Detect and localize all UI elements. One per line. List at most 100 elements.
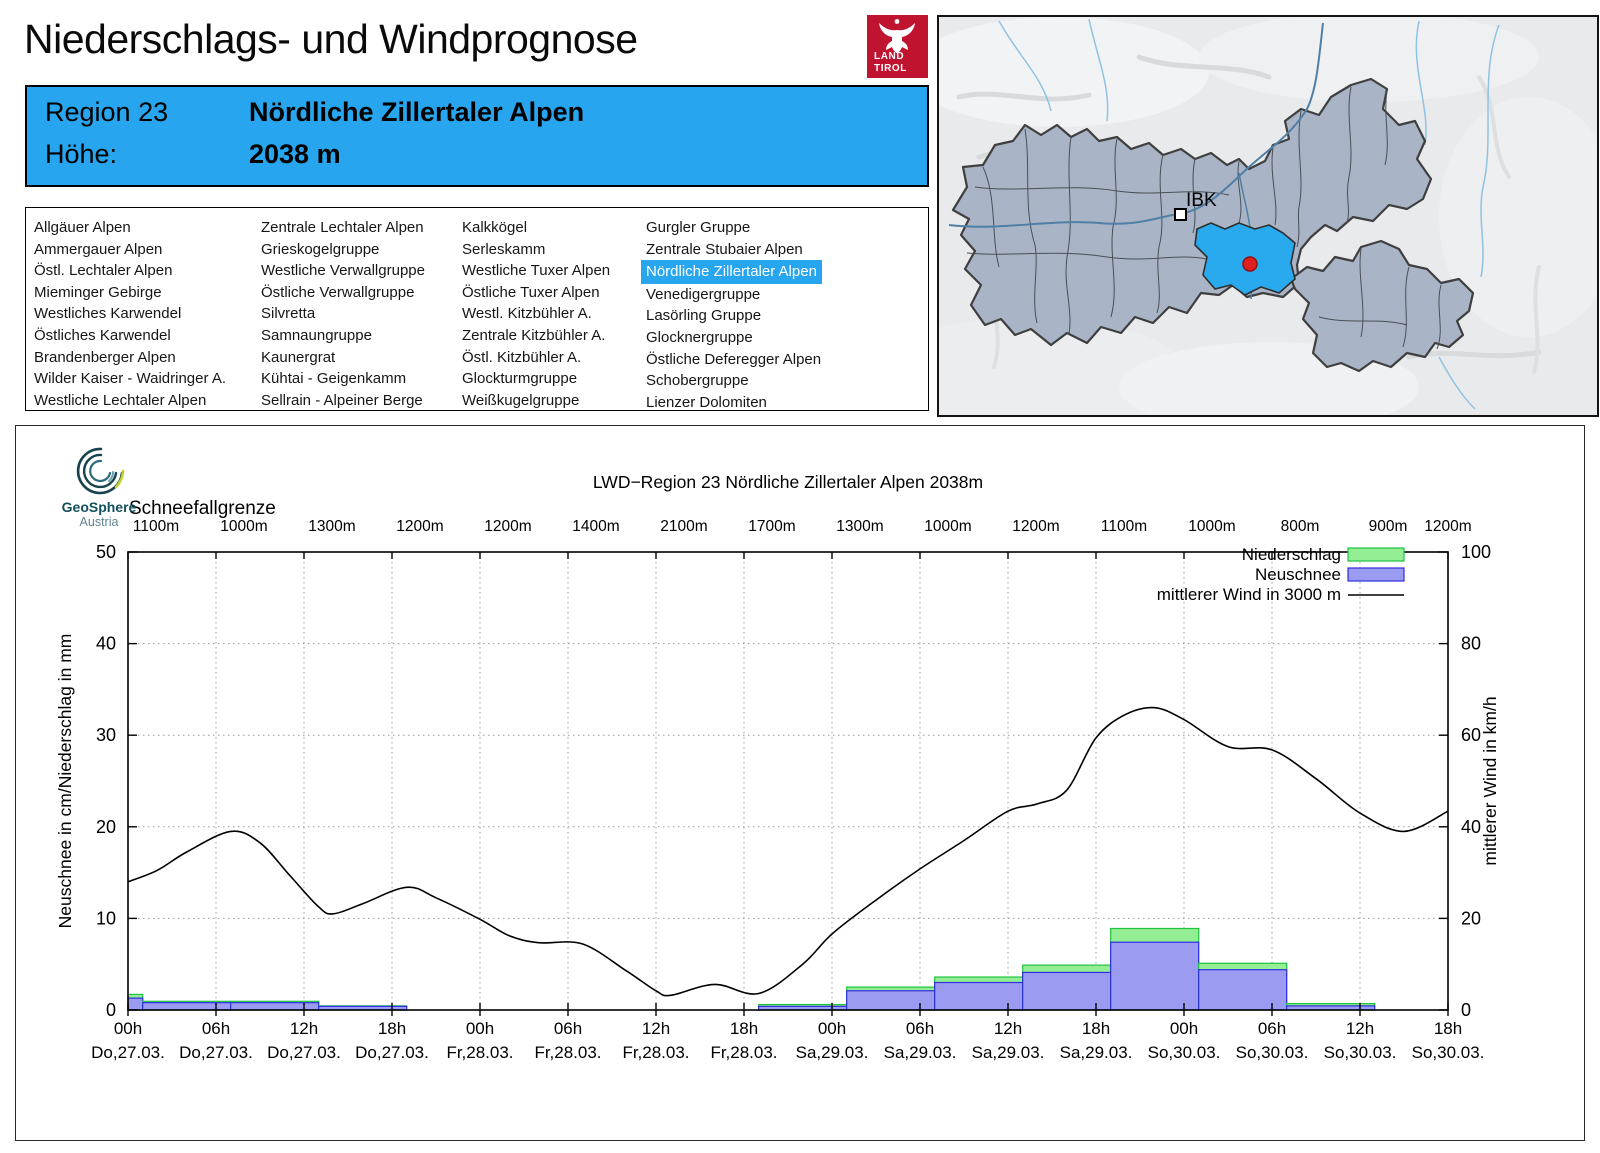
plot-frame <box>127 551 1449 1011</box>
region-list-item[interactable]: Mieminger Gebirge <box>34 283 162 301</box>
region-list: Allgäuer Alpen Ammergauer Alpen Östl. Lech… <box>25 207 929 411</box>
bar-neuschnee <box>1022 971 1112 1011</box>
region-list-item[interactable]: Östliche Tuxer Alpen <box>462 283 600 301</box>
region-list-item[interactable]: Lasörling Gruppe <box>646 307 762 325</box>
xtick-date-label: So,30.03. <box>1324 1043 1397 1062</box>
region-list-item[interactable]: Östliche Deferegger Alpen <box>646 350 822 368</box>
xtick-date-label: Sa,29.03. <box>796 1043 869 1062</box>
region-list-item[interactable]: Sellrain - Alpeiner Berge <box>261 391 423 409</box>
xtick-date-label: Fr,28.03. <box>446 1043 513 1062</box>
region-label: Region 23 <box>45 97 169 127</box>
ytick-label-left: 40 <box>96 634 116 654</box>
snowline-value: 1300m <box>308 518 355 535</box>
xtick-time-label: 00h <box>1170 1019 1198 1038</box>
y-axis-label-left: Neuschnee in cm/Niederschlag in mm <box>55 634 75 929</box>
map-inner-borders <box>966 86 1442 350</box>
region-list-item[interactable]: Lienzer Dolomiten <box>646 393 767 411</box>
ytick-label-left: 10 <box>96 908 116 928</box>
bar-neuschnee <box>230 1002 320 1011</box>
snowline-value: 1000m <box>924 518 971 535</box>
snowline-value: 1200m <box>484 518 531 535</box>
xtick-time-label: 12h <box>290 1019 318 1038</box>
map-region-north-tirol <box>951 77 1433 347</box>
region-list-item[interactable]: Glockturmgruppe <box>462 370 578 388</box>
region-list-item[interactable]: Westl. Kitzbühler A. <box>462 305 592 323</box>
region-list-item[interactable]: Nördliche Zillertaler Alpen <box>641 260 822 284</box>
region-list-item[interactable]: Ammergauer Alpen <box>34 240 163 258</box>
snowline-value: 800m <box>1281 518 1320 535</box>
region-list-item[interactable]: Kaunergrat <box>261 348 336 366</box>
xtick-time-label: 12h <box>642 1019 670 1038</box>
xtick-time-label: 12h <box>994 1019 1022 1038</box>
region-list-item[interactable]: Weißkugelgruppe <box>462 391 580 409</box>
geosphere-country: Austria <box>79 515 119 529</box>
terrain-background <box>869 12 1600 437</box>
logo-text-land: LAND <box>874 51 905 62</box>
region-list-item[interactable]: Kühtai - Geigenkamm <box>261 370 407 388</box>
xtick-date-label: So,30.03. <box>1236 1043 1309 1062</box>
forecast-chart-panel: 0 10 20 30 40 50 0 20 40 60 80 100 00h Do,27.03. 06h Do… <box>15 425 1585 1141</box>
geosphere-swirl-icon <box>76 447 125 495</box>
region-name: Nördliche Zillertaler Alpen <box>249 97 585 127</box>
region-list-item[interactable]: Östl. Lechtaler Alpen <box>34 262 173 280</box>
region-list-item[interactable]: Allgäuer Alpen <box>34 219 131 236</box>
xtick-date-label: So,30.03. <box>1148 1043 1221 1062</box>
snowline-value: 1000m <box>1188 518 1235 535</box>
region-list-item[interactable]: Westliches Karwendel <box>34 305 182 323</box>
region-list-item[interactable]: Grieskogelgruppe <box>261 240 380 258</box>
bar-neuschnee <box>1110 941 1200 1011</box>
region-list-item[interactable]: Brandenberger Alpen <box>34 348 176 366</box>
xtick-time-label: 06h <box>1258 1019 1286 1038</box>
region-list-item[interactable]: Wilder Kaiser - Waidringer A. <box>34 370 226 388</box>
snowline-label: Schneefallgrenze <box>129 498 276 519</box>
region-list-item[interactable]: Gurgler Gruppe <box>646 219 751 236</box>
xtick-time-label: 00h <box>818 1019 846 1038</box>
xtick-date-label: Sa,29.03. <box>1060 1043 1133 1062</box>
region-list-item[interactable]: Samnaungruppe <box>261 326 372 344</box>
snowline-value: 900m <box>1369 518 1408 535</box>
region-list-item[interactable]: Zentrale Kitzbühler A. <box>462 326 606 344</box>
region-list-item[interactable]: Zentrale Lechtaler Alpen <box>261 219 424 236</box>
ytick-label-right: 20 <box>1461 908 1481 928</box>
region-list-item[interactable]: Schobergruppe <box>646 372 749 390</box>
region-list-column: Allgäuer Alpen Ammergauer Alpen Östl. Lech… <box>34 217 226 411</box>
region-list-item[interactable]: Östliches Karwendel <box>34 326 171 344</box>
snowline-value: 1200m <box>1012 518 1059 535</box>
altitude-label: Höhe: <box>45 139 118 169</box>
xtick-time-label: 06h <box>554 1019 582 1038</box>
region-list-item[interactable]: Östliche Verwallgruppe <box>261 283 415 301</box>
ytick-label-right: 0 <box>1461 1000 1471 1020</box>
region-list-item[interactable]: Silvretta <box>261 305 316 323</box>
xtick-time-label: 18h <box>1082 1019 1110 1038</box>
xtick-date-label: Do,27.03. <box>267 1043 341 1062</box>
bar-neuschnee <box>142 1002 232 1011</box>
ytick-label-right: 40 <box>1461 817 1481 837</box>
snowline-value: 1100m <box>1101 518 1147 535</box>
region-list-item[interactable]: Westliche Tuxer Alpen <box>462 262 611 280</box>
region-list-item[interactable]: Zentrale Stubaier Alpen <box>646 240 803 258</box>
ytick-label-left: 30 <box>96 725 116 745</box>
xtick-date-label: Fr,28.03. <box>534 1043 601 1062</box>
region-list-item[interactable]: Östl. Kitzbühler A. <box>462 348 582 366</box>
xtick-date-label: Do,27.03. <box>179 1043 253 1062</box>
region-list-item[interactable]: Kalkkögel <box>462 219 528 236</box>
region-list-item[interactable]: Westliche Verwallgruppe <box>261 262 425 280</box>
page-title: Niederschlags- und Windprognose <box>24 16 638 62</box>
region-list-item[interactable]: Glocknergruppe <box>646 328 753 346</box>
xtick-time-label: 06h <box>906 1019 934 1038</box>
region-list-item[interactable]: Westliche Lechtaler Alpen <box>34 391 207 409</box>
tirol-eagle-icon <box>879 19 915 54</box>
map-river-inn <box>948 22 1324 228</box>
ytick-label-left: 20 <box>96 817 116 837</box>
geosphere-logo: GeoSphere Austria <box>54 444 144 529</box>
xtick-time-label: 12h <box>1346 1019 1374 1038</box>
region-list-item[interactable]: Venedigergruppe <box>646 285 761 303</box>
region-list-item[interactable]: Serleskamm <box>462 240 546 258</box>
legend-label: Niederschlag <box>1242 545 1341 564</box>
snowline-value: 1200m <box>1424 518 1471 535</box>
xtick-date-label: Sa,29.03. <box>972 1043 1045 1062</box>
ytick-label-right: 80 <box>1461 634 1481 654</box>
land-tirol-logo: LAND TIROL <box>867 15 928 78</box>
xtick-time-label: 18h <box>1434 1019 1462 1038</box>
region-list-column: Zentrale Lechtaler Alpen Grieskogelgruppe… <box>261 217 425 411</box>
